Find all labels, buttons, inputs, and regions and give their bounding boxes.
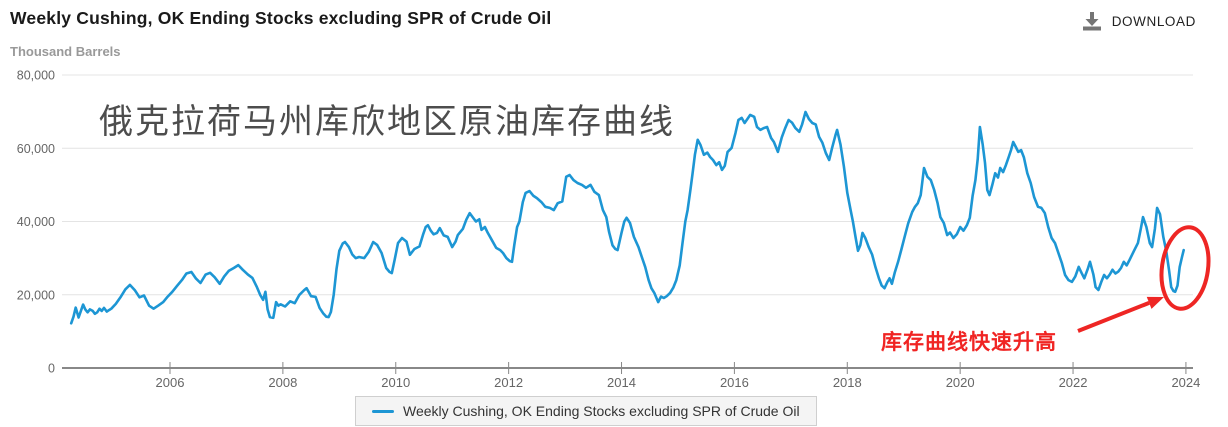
axis-units-label: Thousand Barrels bbox=[10, 44, 121, 59]
legend-line-swatch bbox=[372, 409, 394, 413]
y-axis-tick-label: 20,000 bbox=[17, 288, 55, 302]
y-axis-tick-label: 0 bbox=[48, 362, 55, 376]
red-arrow-shaft bbox=[1077, 301, 1150, 333]
download-icon bbox=[1082, 12, 1101, 31]
x-axis-tick-label: 2022 bbox=[1059, 375, 1088, 390]
x-axis-tick-label: 2018 bbox=[833, 375, 862, 390]
y-axis-tick-label: 60,000 bbox=[17, 142, 55, 156]
page-title: Weekly Cushing, OK Ending Stocks excludi… bbox=[10, 8, 552, 28]
y-axis-tick-label: 40,000 bbox=[17, 215, 55, 229]
x-axis-tick-label: 2008 bbox=[268, 375, 297, 390]
red-annotation-text: 库存曲线快速升高 bbox=[881, 331, 1057, 354]
x-axis-tick-label: 2006 bbox=[156, 375, 185, 390]
x-axis-tick-label: 2016 bbox=[720, 375, 749, 390]
x-axis-tick-label: 2012 bbox=[494, 375, 523, 390]
x-axis-tick-label: 2010 bbox=[381, 375, 410, 390]
x-axis-tick-label: 2020 bbox=[946, 375, 975, 390]
y-axis-tick-label: 80,000 bbox=[17, 69, 55, 83]
x-axis-tick-label: 2014 bbox=[607, 375, 636, 390]
legend[interactable]: Weekly Cushing, OK Ending Stocks excludi… bbox=[355, 396, 817, 426]
red-arrow-head bbox=[1146, 296, 1164, 309]
download-label: DOWNLOAD bbox=[1111, 14, 1196, 29]
chinese-annotation-title: 俄克拉荷马州库欣地区原油库存曲线 bbox=[99, 103, 675, 141]
red-circle-annotation bbox=[1159, 225, 1211, 311]
x-axis-tick-label: 2024 bbox=[1171, 375, 1200, 390]
legend-label: Weekly Cushing, OK Ending Stocks excludi… bbox=[403, 403, 800, 419]
download-button[interactable]: DOWNLOAD bbox=[1081, 12, 1196, 31]
series-line[interactable] bbox=[69, 110, 1185, 325]
